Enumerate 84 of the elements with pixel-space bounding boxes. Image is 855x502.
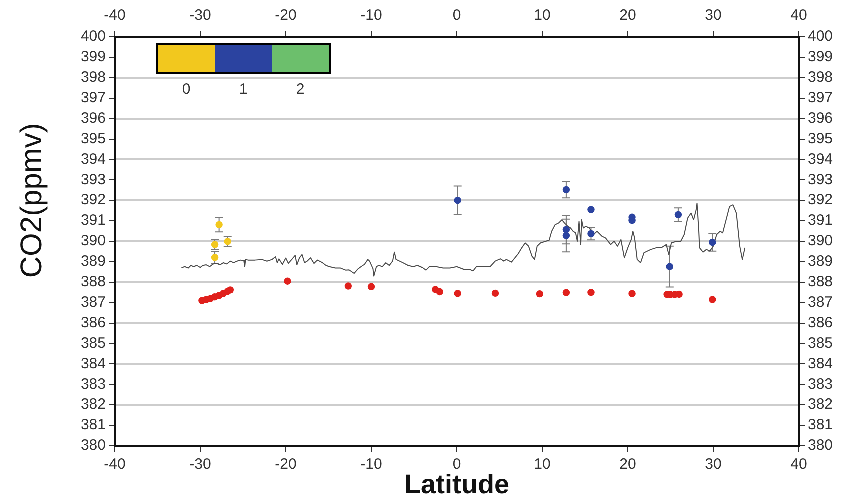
- point: [454, 290, 462, 298]
- x-tick-label: -20: [275, 456, 297, 474]
- point: [709, 238, 716, 246]
- y-tick-label: 380: [80, 437, 106, 454]
- y2-tick-label: 392: [808, 192, 834, 209]
- y2-tick-label: 391: [808, 212, 834, 230]
- y-tick-label: 382: [80, 396, 106, 414]
- y-tick-label: 394: [80, 150, 106, 168]
- point: [436, 288, 444, 296]
- x-tick-label: 20: [620, 456, 636, 474]
- point: [676, 290, 683, 298]
- point: [628, 290, 636, 298]
- x-tick-label: 30: [705, 456, 722, 474]
- x-tick-label: 10: [534, 456, 551, 474]
- y-tick-label: 395: [80, 130, 106, 148]
- y-tick-label: 387: [80, 294, 106, 311]
- y-tick-label: 383: [80, 376, 106, 393]
- point: [666, 263, 674, 270]
- y2-tick-label: 385: [808, 334, 834, 352]
- y-tick-label: 393: [80, 171, 106, 188]
- y2-tick-label: 396: [808, 110, 834, 127]
- y-tick-label: 396: [80, 110, 106, 127]
- point: [588, 206, 595, 214]
- point: [284, 278, 292, 285]
- x-tick-label: -30: [190, 456, 212, 474]
- x-tick-label: -10: [360, 456, 382, 474]
- x2-tick-label: 40: [790, 7, 808, 24]
- point: [674, 211, 682, 219]
- y-tick-label: 391: [80, 212, 106, 230]
- x-tick-label: -40: [104, 456, 126, 474]
- y-tick-label: 398: [80, 69, 106, 86]
- x2-tick-label: 10: [534, 7, 551, 24]
- y-tick-label: 385: [80, 334, 106, 352]
- y-tick-label: 388: [80, 274, 106, 291]
- y-tick-label: 384: [80, 355, 106, 372]
- legend-label: 0: [181, 81, 192, 98]
- y2-tick-label: 384: [808, 355, 834, 372]
- point: [562, 186, 570, 194]
- point: [454, 197, 462, 204]
- y-tick-label: 397: [80, 89, 106, 106]
- y-tick-label: 381: [80, 416, 106, 434]
- x2-tick-label: -30: [190, 7, 212, 24]
- y-tick-label: 399: [80, 48, 106, 66]
- x2-tick-label: -40: [104, 7, 126, 24]
- point: [562, 226, 570, 234]
- point: [709, 296, 716, 304]
- y2-tick-label: 386: [808, 314, 834, 332]
- y-tick-label: 386: [80, 314, 106, 332]
- y2-tick-label: 395: [808, 130, 834, 148]
- y2-tick-label: 382: [808, 396, 834, 414]
- y2-tick-label: 390: [808, 232, 834, 250]
- y2-tick-label: 383: [808, 376, 834, 393]
- point: [562, 232, 570, 240]
- y2-tick-label: 394: [808, 150, 834, 168]
- y2-tick-label: 393: [808, 171, 834, 188]
- point: [226, 286, 234, 294]
- point: [492, 290, 500, 298]
- point: [588, 289, 595, 296]
- point: [562, 289, 570, 296]
- y2-tick-label: 387: [808, 294, 834, 311]
- y2-tick-label: 397: [808, 89, 834, 106]
- x2-tick-label: 20: [620, 7, 636, 24]
- legend-label: 2: [295, 81, 306, 98]
- y2-tick-label: 399: [808, 48, 834, 66]
- x-tick-label: 40: [790, 456, 808, 474]
- point: [536, 290, 544, 298]
- x2-tick-label: 30: [705, 7, 722, 24]
- point: [368, 283, 376, 290]
- y-tick-label: 392: [80, 192, 106, 209]
- y-tick-label: 389: [80, 253, 106, 270]
- y-tick-label: 390: [80, 232, 106, 250]
- x2-tick-label: -10: [360, 7, 382, 24]
- y2-tick-label: 380: [808, 437, 834, 454]
- y-tick-label: 400: [80, 28, 106, 46]
- y2-tick-label: 381: [808, 416, 834, 434]
- x2-tick-label: 0: [452, 7, 462, 24]
- y2-tick-label: 388: [808, 274, 834, 291]
- y-axis-title: CO2(ppmv): [15, 123, 48, 278]
- x2-tick-label: -20: [275, 7, 297, 24]
- y2-tick-label: 389: [808, 253, 834, 270]
- legend-label: 1: [238, 81, 249, 98]
- y2-tick-label: 398: [808, 69, 834, 86]
- y2-tick-label: 400: [808, 28, 834, 46]
- point: [344, 282, 352, 290]
